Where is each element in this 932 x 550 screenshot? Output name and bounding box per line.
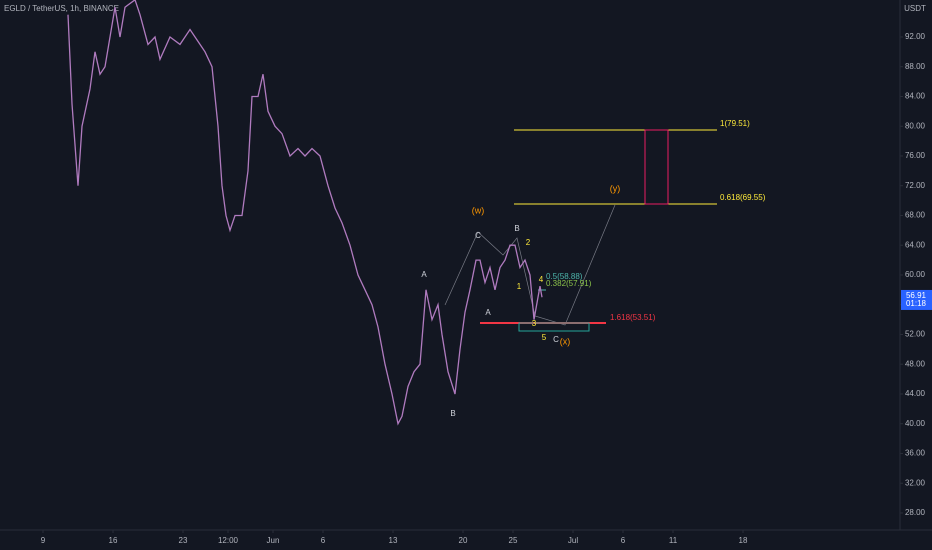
x-tick-label: 11 <box>669 536 678 545</box>
chart-title: EGLD / TetherUS, 1h, BINANCE <box>4 4 119 13</box>
price-unit: USDT <box>904 4 926 13</box>
y-tick-label: 80.00 <box>905 121 926 130</box>
x-tick-label: 18 <box>739 536 748 545</box>
last-price-box <box>901 289 932 310</box>
x-tick-label: 20 <box>459 536 468 545</box>
y-tick-label: 68.00 <box>905 211 926 220</box>
drawings <box>444 129 717 332</box>
annotation: 3 <box>532 319 537 328</box>
last-price-label: 56.91 <box>906 291 927 300</box>
y-tick-label: 32.00 <box>905 478 926 487</box>
wave-path <box>444 204 616 326</box>
price-line <box>67 0 543 426</box>
x-tick-label: Jul <box>568 536 578 545</box>
y-tick-label: 60.00 <box>905 270 926 279</box>
x-tick-label: 23 <box>179 536 188 545</box>
y-tick-label: 88.00 <box>905 62 926 71</box>
countdown-label: 01:18 <box>906 299 927 308</box>
annotation: C <box>475 231 481 240</box>
y-tick-label: 44.00 <box>905 389 926 398</box>
annotation: 4 <box>539 275 544 284</box>
annotation: (y) <box>610 183 621 193</box>
x-tick-label: 12:00 <box>218 536 239 545</box>
annotation: 2 <box>526 238 531 247</box>
x-tick-label: 6 <box>621 536 626 545</box>
annotation: A <box>485 308 491 317</box>
annotation: 0.5(58.88) <box>546 272 583 281</box>
x-tick-label: 13 <box>389 536 398 545</box>
y-tick-label: 64.00 <box>905 240 926 249</box>
annotation: 5 <box>542 333 547 342</box>
annotation: B <box>514 224 519 233</box>
annotation: A <box>421 270 427 279</box>
annotation: B <box>450 409 455 418</box>
annotation: 1.618(53.51) <box>610 313 656 322</box>
annotation: C <box>553 335 559 344</box>
annotation: (x) <box>560 336 571 346</box>
annotation: 1(79.51) <box>720 119 750 128</box>
y-tick-label: 28.00 <box>905 508 926 517</box>
y-tick-label: 92.00 <box>905 32 926 41</box>
zone-box <box>518 322 590 332</box>
annotation: (w) <box>472 205 485 215</box>
x-tick-label: 16 <box>109 536 118 545</box>
annotation: 0.618(69.55) <box>720 193 766 202</box>
x-tick-label: 9 <box>41 536 46 545</box>
x-tick-label: 6 <box>321 536 326 545</box>
y-tick-label: 76.00 <box>905 151 926 160</box>
y-tick-label: 52.00 <box>905 330 926 339</box>
y-tick-label: 48.00 <box>905 359 926 368</box>
y-tick-label: 36.00 <box>905 449 926 458</box>
y-tick-label: 40.00 <box>905 419 926 428</box>
target-box <box>644 129 669 205</box>
annotation: 1 <box>517 282 522 291</box>
x-tick-label: Jun <box>267 536 280 545</box>
y-tick-label: 84.00 <box>905 92 926 101</box>
y-tick-label: 72.00 <box>905 181 926 190</box>
x-tick-label: 25 <box>509 536 518 545</box>
annotation: 0.382(57.91) <box>546 279 592 288</box>
